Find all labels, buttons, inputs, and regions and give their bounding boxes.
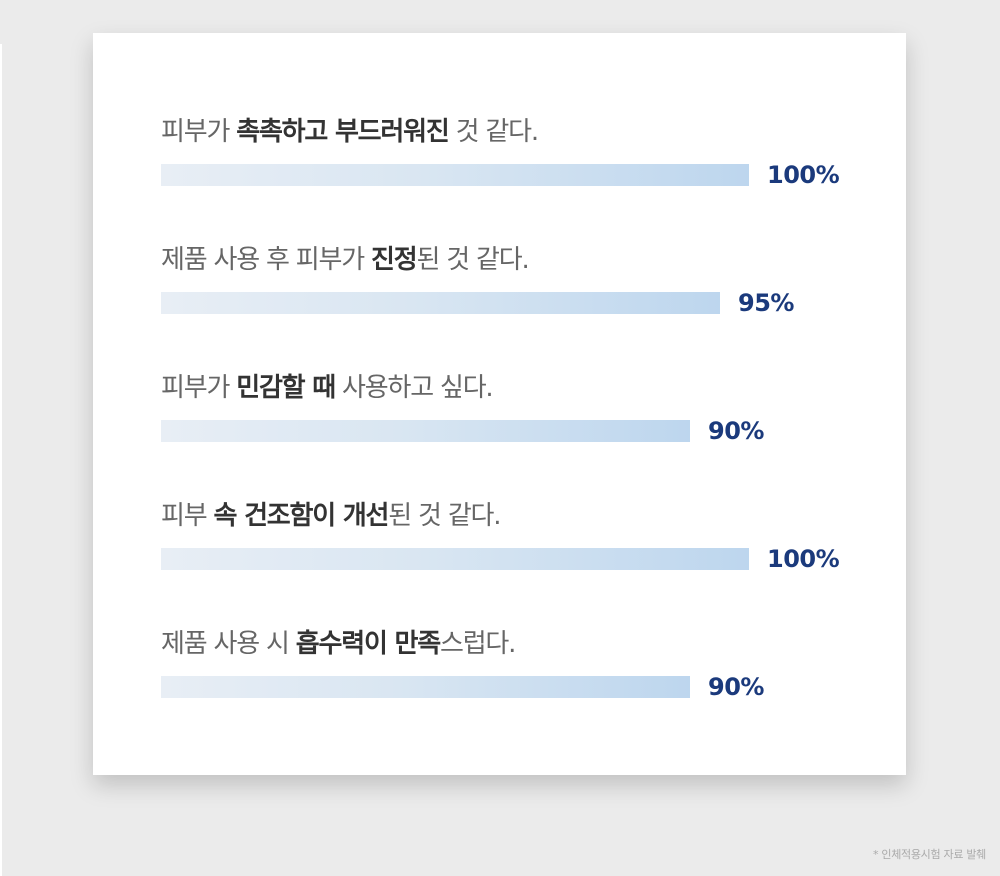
survey-statement: 피부 속 건조함이 개선된 것 같다. <box>161 499 502 533</box>
statement-emphasis: 민감할 때 <box>236 373 336 403</box>
statement-text: 된 것 같다. <box>416 245 529 275</box>
survey-statement: 제품 사용 후 피부가 진정된 것 같다. <box>161 243 530 277</box>
statement-emphasis: 진정 <box>371 245 418 275</box>
statement-emphasis: 촉촉하고 부드러워진 <box>236 117 450 147</box>
survey-bar <box>161 548 749 570</box>
value-label: 95% <box>738 289 794 317</box>
bar-track <box>161 548 749 570</box>
statement-text: 피부가 <box>161 373 237 403</box>
statement-text: 제품 사용 후 피부가 <box>161 245 372 275</box>
statement-emphasis: 흡수력이 만족 <box>295 629 441 659</box>
statement-text: 것 같다. <box>448 117 540 147</box>
value-label: 100% <box>767 161 840 189</box>
survey-bar <box>161 292 720 314</box>
statement-text: 스럽다. <box>439 629 516 659</box>
survey-statement: 피부가 촉촉하고 부드러워진 것 같다. <box>161 115 540 149</box>
survey-bar <box>161 164 749 186</box>
value-label: 90% <box>708 417 764 445</box>
survey-card: 피부가 촉촉하고 부드러워진 것 같다. 100% 제품 사용 후 피부가 진정된 … <box>93 33 906 775</box>
statement-text: 피부가 <box>161 117 237 147</box>
statement-text: 사용하고 싶다. <box>334 373 494 403</box>
value-label: 100% <box>767 545 840 573</box>
survey-statement: 피부가 민감할 때 사용하고 싶다. <box>161 371 494 405</box>
bar-track <box>161 420 749 442</box>
survey-bar <box>161 676 690 698</box>
statement-text: 제품 사용 시 <box>161 629 296 659</box>
statement-text: 피부 <box>161 501 214 531</box>
source-footnote: * 인체적용시험 자료 발췌 <box>873 848 986 861</box>
bar-track <box>161 676 749 698</box>
survey-bar <box>161 420 690 442</box>
bar-track <box>161 164 749 186</box>
survey-statement: 제품 사용 시 흡수력이 만족스럽다. <box>161 627 516 661</box>
statement-emphasis: 속 건조함이 개선 <box>213 501 390 531</box>
statement-text: 된 것 같다. <box>388 501 501 531</box>
bar-track <box>161 292 749 314</box>
value-label: 90% <box>708 673 764 701</box>
frame-edge <box>0 44 2 876</box>
